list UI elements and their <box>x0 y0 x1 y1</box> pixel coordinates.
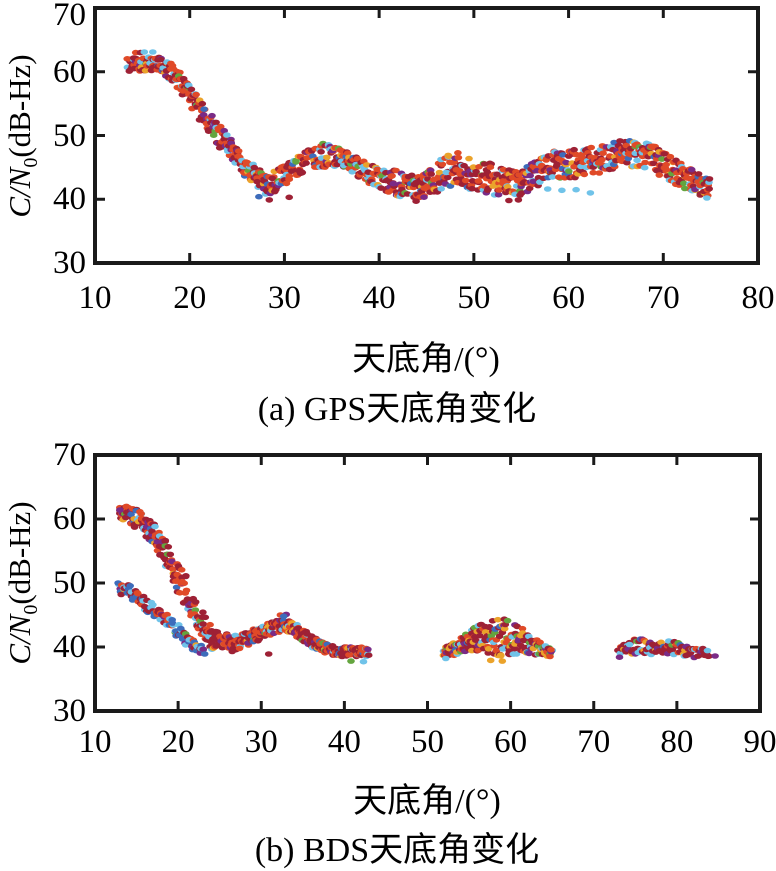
x-tick-label: 40 <box>362 280 396 316</box>
outlier-points <box>116 507 719 665</box>
x-tick-label: 90 <box>743 724 776 760</box>
x-tick-label: 70 <box>646 280 680 316</box>
x-tick-label: 70 <box>577 724 611 760</box>
axis-ticks <box>93 6 760 265</box>
x-axis-label-gps: 天底角/(°) <box>352 341 500 378</box>
scatter-band <box>114 580 208 656</box>
x-tick-label: 60 <box>494 724 528 760</box>
x-tick-label: 10 <box>78 724 112 760</box>
x-tick-label: 30 <box>244 724 278 760</box>
y-tick-label: 30 <box>53 693 86 729</box>
x-tick-label: 60 <box>552 280 586 316</box>
x-tick-label: 80 <box>741 280 775 316</box>
plot-border <box>93 453 762 713</box>
ylabel-subscript: 0 <box>20 157 43 168</box>
x-tick-label: 30 <box>267 280 301 316</box>
scatter-band <box>123 54 714 201</box>
y-tick-label: 60 <box>53 501 86 537</box>
scatter-band <box>614 636 713 661</box>
y-tick-label: 30 <box>53 245 86 281</box>
x-tick-label: 50 <box>457 280 491 316</box>
x-axis-label-bds: 天底角/(°) <box>353 783 501 820</box>
y-tick-label: 40 <box>53 181 86 218</box>
x-tick-label: 50 <box>411 724 444 760</box>
x-tick-label: 20 <box>161 724 195 760</box>
scatter-band <box>116 503 373 660</box>
axis-ticks <box>93 453 762 713</box>
y-tick-label: 50 <box>53 117 86 154</box>
y-tick-label: 40 <box>53 629 86 665</box>
y-tick-label: 60 <box>53 53 86 90</box>
x-tick-label: 40 <box>327 724 361 760</box>
x-tick-label: 10 <box>78 280 112 316</box>
scatter-band <box>439 616 557 660</box>
panel-caption-bds: (b) BDS天底角变化 <box>254 832 540 869</box>
outlier-points <box>131 49 711 204</box>
y-tick-label: 70 <box>53 0 86 33</box>
x-tick-label: 20 <box>173 280 207 316</box>
ylabel-subscript: 0 <box>20 604 43 615</box>
x-tick-label: 80 <box>660 724 694 760</box>
panel-caption-gps: (a) GPS天底角变化 <box>257 391 537 428</box>
y-tick-label: 50 <box>53 565 86 601</box>
y-tick-label: 70 <box>53 437 86 473</box>
plot-border <box>93 6 760 265</box>
